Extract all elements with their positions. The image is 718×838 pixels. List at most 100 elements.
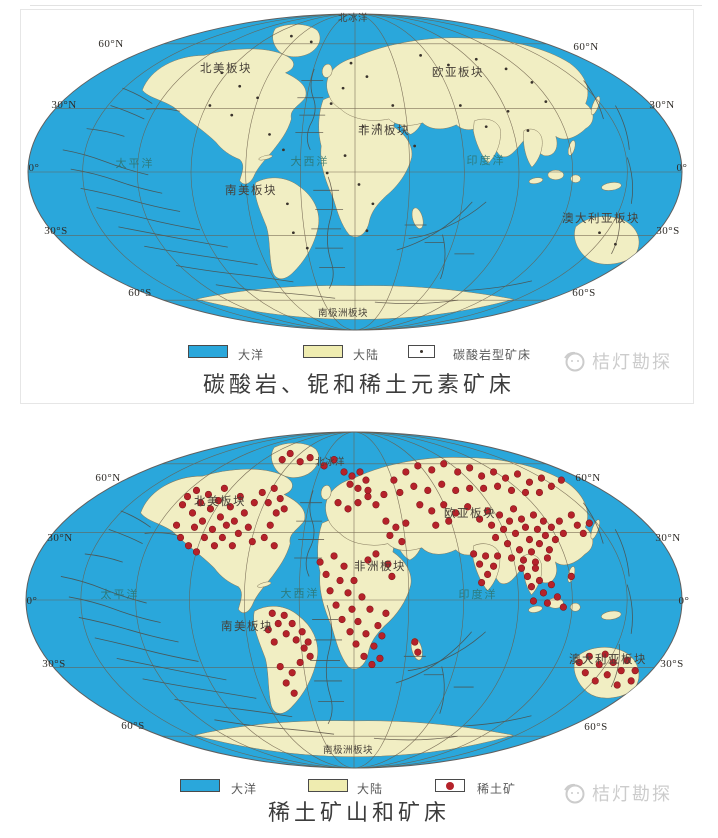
deposit-dot [222,521,230,529]
deposit-dot [270,638,278,646]
deposit-dot [365,75,369,78]
deposit-dot [526,129,530,132]
deposit-dot [270,484,278,492]
deposit-dot [325,171,329,175]
deposit-dot [176,533,185,542]
deposit-dot [541,531,549,540]
watermark-1: 桔灯勘探 [562,348,672,374]
deposit-dot [392,523,400,531]
deposit-dot [529,511,537,519]
deposit-dot [364,486,372,495]
deposit-dot [330,552,338,560]
deposit-dot [374,621,382,630]
deposit-dot [428,507,436,515]
deposit-dot [380,490,388,499]
deposit-dot [282,630,290,638]
deposit-dot [511,529,520,538]
deposit-dot [414,462,422,470]
deposit-dot [346,628,354,636]
deposit-dot [291,231,295,235]
deposit-dot [509,505,518,513]
deposit-dot [464,503,472,511]
legend-label-rare-earth: 稀土矿 [477,782,517,796]
deposit-dot [543,599,551,607]
deposit-dot [535,488,543,497]
deposit-dot [296,658,304,667]
deposit-dot [579,529,587,538]
deposit-dot [613,681,621,689]
deposit-dot [484,507,492,515]
deposit-dot [411,638,419,646]
deposit-dot [519,556,528,564]
deposit-dots-layer [208,34,617,250]
deposit-dot [545,546,553,554]
deposit-dot [452,509,460,517]
lantern-icon [564,351,585,372]
deposit-dot [470,550,478,558]
deposit-dot [573,521,581,529]
deposit-dot [398,537,406,546]
deposit-dot [360,652,368,660]
deposit-dot [228,542,236,550]
deposit-dot [585,652,593,660]
deposit-dot [413,144,417,148]
deposit-dot [344,505,352,513]
deposit-dot [504,67,508,71]
legend-swatch-land [303,345,343,358]
legend-label-land: 大陆 [353,348,380,362]
deposit-dot [304,638,312,646]
deposit-dot [530,81,534,84]
map2-title: 稀土矿山和矿床 [267,800,450,825]
deposit-dot [527,548,535,556]
deposit-dot [371,202,375,206]
deposit-dot [208,104,212,107]
deposit-dot [539,589,547,597]
legend-label-land: 大陆 [357,782,384,796]
deposit-dot [547,523,555,531]
deposit-dot [402,519,410,527]
deposit-dot [452,486,460,495]
deposit-dot [370,642,378,650]
deposit-dot [557,476,565,484]
deposit-dot [478,472,486,480]
deposit-dot [480,484,488,492]
deposit-dot [354,617,362,626]
deposit-dot [268,133,271,136]
legend-swatch-carbonatite-dot [408,345,435,358]
deposit-dot [543,554,551,562]
deposit-dot [386,531,394,540]
deposit-dot [344,589,352,597]
deposit-dot [484,125,488,129]
deposit-dot [494,482,502,490]
deposit-dot [196,499,205,507]
deposit-dot [591,677,599,685]
deposit-dot [244,523,252,531]
deposit-dot [306,652,314,660]
legend-label-ocean: 大洋 [231,782,258,796]
deposit-dot [390,476,398,484]
deposit-dot [595,660,603,669]
deposit-dot [488,521,496,529]
legend-map2: 大洋 大陆 稀土矿 [0,779,718,797]
deposit-dot [567,572,575,581]
lantern-icon [564,783,585,804]
deposit-dot [358,593,366,601]
deposit-dot [282,679,290,687]
deposit-dot [349,61,353,65]
deposit-dot [627,677,635,685]
deposit-dot [276,494,284,503]
deposit-dot [218,533,226,542]
deposit-dot [445,517,453,525]
deposit-dot [282,148,285,152]
deposit-dot [334,499,342,507]
deposit-dot [609,658,617,667]
deposit-dot [256,96,259,100]
legend-swatch-ocean [188,345,228,358]
deposit-dot [258,488,266,497]
deposit-dot [424,486,432,495]
deposit-dot [230,517,238,525]
deposit-dot [525,478,534,486]
deposit-dot [372,550,380,558]
deposit-dot [537,474,545,482]
deposit-dot [376,654,384,663]
